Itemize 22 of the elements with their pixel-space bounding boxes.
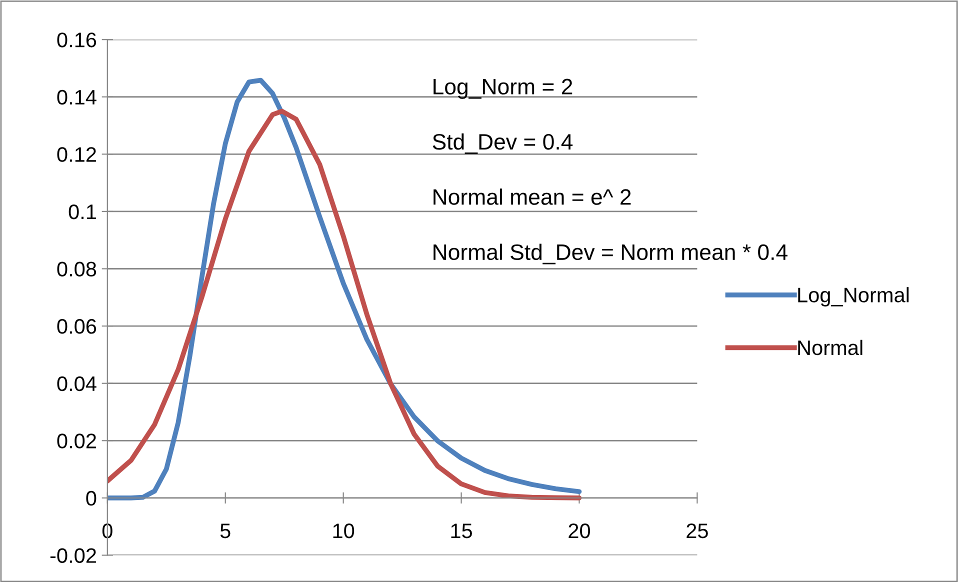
legend-label: Normal	[798, 340, 862, 356]
annotation: Std_Dev = 0.4	[432, 133, 573, 154]
y-tick-label: 0.16	[57, 32, 96, 48]
annotation: Normal Std_Dev = Norm mean * 0.4	[434, 244, 788, 264]
y-tick-label: 0.1	[68, 204, 96, 220]
x-tick-label: 10	[333, 523, 354, 538]
y-tick-label: -0.02	[50, 548, 96, 563]
x-tick-label: 20	[568, 523, 590, 538]
y-tick-label: 0.02	[57, 434, 96, 448]
y-tick-label: 0.14	[57, 90, 96, 105]
legend-label: Log_Normal	[798, 287, 909, 307]
y-tick-label: 0.06	[57, 319, 96, 334]
x-tick-label: 0	[102, 523, 112, 538]
y-tick-label: 0	[86, 490, 96, 506]
y-tick-label: 0.04	[57, 376, 96, 392]
x-tick-label: 15	[451, 524, 472, 538]
y-tick-label: 0.12	[57, 147, 96, 162]
annotation: Normal mean = e^ 2	[434, 188, 631, 205]
y-tick-label: 0.08	[57, 262, 96, 277]
annotation: Log_Norm = 2	[434, 78, 572, 99]
x-tick-label: 5	[220, 524, 230, 538]
x-tick-label: 25	[686, 523, 708, 538]
